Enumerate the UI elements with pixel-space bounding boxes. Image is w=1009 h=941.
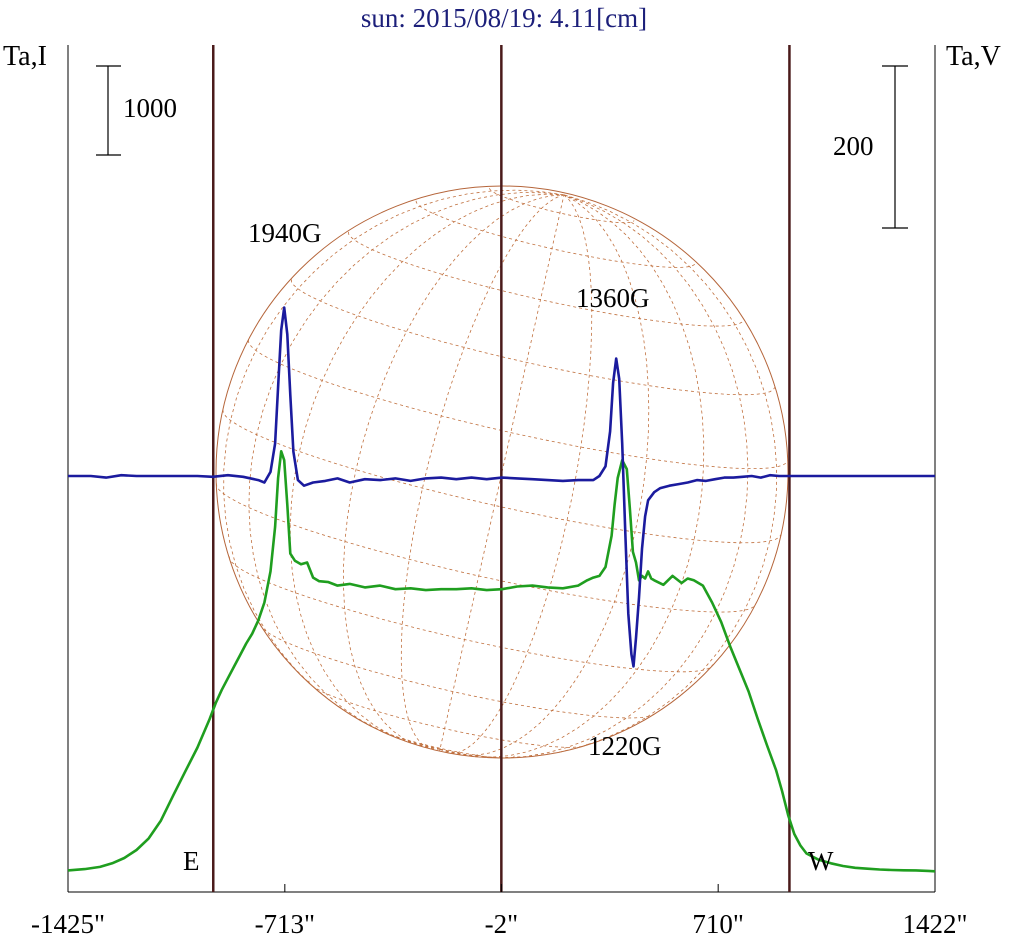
longitude-line <box>439 194 593 754</box>
longitude-line <box>400 194 565 750</box>
latitude-line <box>348 231 744 327</box>
x-tick-label: -1425" <box>31 909 105 939</box>
series-ta-i-line <box>67 449 936 873</box>
latitude-line <box>216 483 756 613</box>
data-series <box>67 306 936 873</box>
left-scale-bar-label: 1000 <box>123 93 177 123</box>
latitude-line <box>369 723 515 759</box>
latitude-line <box>415 200 696 268</box>
x-tick-label: -713" <box>255 909 316 939</box>
marker-lines <box>212 45 791 892</box>
right-axis-label: Ta,V <box>946 41 1001 72</box>
longitude-line <box>439 194 705 758</box>
right-scale-bar <box>882 65 908 229</box>
x-tick-label: 710" <box>692 909 744 939</box>
annotation-1220g: 1220G <box>588 731 662 761</box>
x-axis: -1425" -713" -2" 710" 1422" <box>31 884 968 939</box>
annotation-1360g: 1360G <box>576 283 650 313</box>
longitude-line <box>439 194 749 759</box>
longitude-line <box>248 192 565 750</box>
west-label: W <box>808 846 834 876</box>
longitude-line <box>439 194 565 752</box>
x-tick-label: 1422" <box>902 909 967 939</box>
longitude-line <box>223 189 565 750</box>
longitude-line <box>439 194 778 758</box>
longitude-line <box>343 194 565 750</box>
latitude-line <box>489 188 635 224</box>
latitude-line <box>248 339 788 470</box>
longitude-line <box>289 193 565 750</box>
annotation-1940g: 1940G <box>248 218 322 248</box>
x-tick-label: -2" <box>485 909 519 939</box>
latitude-line <box>290 279 776 396</box>
left-axis-label: Ta,I <box>3 41 47 72</box>
chart-title: sun: 2015/08/19: 4.11[cm] <box>361 3 647 33</box>
right-scale-bar-label: 200 <box>833 131 874 161</box>
series-ta-v-line <box>68 306 935 668</box>
left-scale-bar <box>96 65 121 156</box>
east-label: E <box>183 846 200 876</box>
longitude-line <box>439 194 650 756</box>
